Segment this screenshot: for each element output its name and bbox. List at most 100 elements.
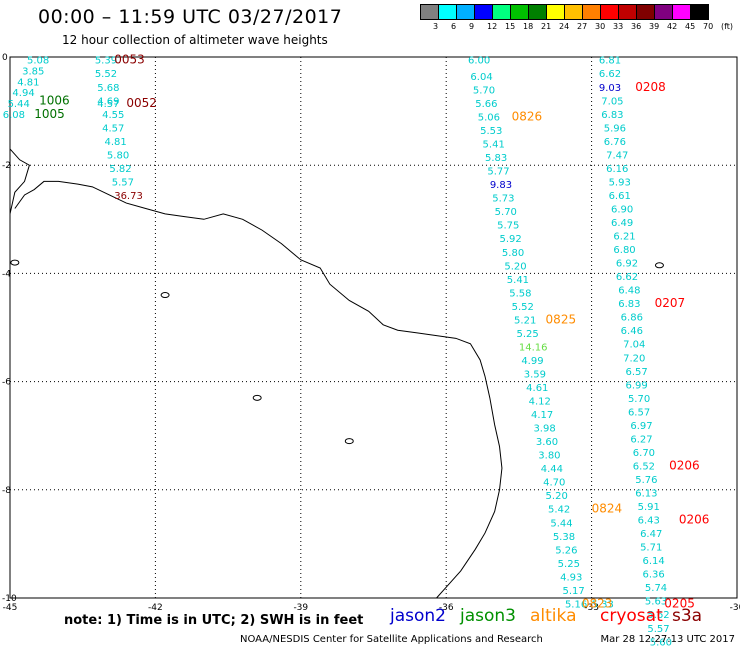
- wave-height-label: 5.70: [495, 207, 517, 218]
- lon-tick-label: -45: [3, 603, 18, 613]
- wave-height-label: 6.57: [626, 367, 648, 378]
- wave-height-label: 5.76: [635, 475, 657, 486]
- scale-value-label: 70: [703, 22, 714, 31]
- wave-height-label: 5.57: [112, 177, 134, 188]
- wave-height-label: 7.04: [623, 340, 645, 351]
- pass-time-label: 0207: [655, 296, 686, 310]
- wave-height-label: 6.46: [621, 326, 643, 337]
- pass-time-label: 1005: [34, 107, 65, 121]
- wave-height-label: 5.44: [550, 518, 572, 529]
- wave-height-label: 5.38: [553, 532, 575, 543]
- pass-time-label: 0826: [512, 110, 543, 124]
- wave-height-label: 5.68: [97, 83, 119, 94]
- wave-height-label: 7.47: [606, 150, 628, 161]
- scale-unit-label: (ft): [721, 22, 734, 31]
- wave-height-label: 5.93: [609, 177, 631, 188]
- scale-value-label: 6: [451, 22, 457, 31]
- wave-height-label: 5.21: [514, 315, 536, 326]
- axis-labels: -45 -42 -39 -36 -33 -30 0 -2 -4 -6 -8 -10: [2, 53, 740, 613]
- wave-height-label: 7.20: [623, 353, 645, 364]
- footer-credit: NOAA/NESDIS Center for Satellite Applica…: [240, 634, 543, 645]
- wave-height-label: 4.12: [529, 397, 551, 408]
- lat-tick-label: -4: [2, 269, 11, 279]
- wave-height-label: 4.81: [105, 137, 127, 148]
- island-outline: [160, 292, 170, 299]
- wave-height-label: 5.66: [475, 99, 497, 110]
- wave-height-label: 5.60: [650, 637, 672, 648]
- scale-value-label: 3: [433, 22, 439, 31]
- wave-height-label: 6.49: [611, 218, 633, 229]
- pass-time-label: 0205: [664, 596, 695, 610]
- legend-entry-jason3: jason3: [460, 606, 516, 626]
- wave-height-label: 4.57: [97, 99, 119, 110]
- wave-height-label: 6.04: [470, 72, 492, 83]
- wave-height-label: 5.62: [647, 610, 669, 621]
- scale-value-label: 9: [469, 22, 475, 31]
- lat-tick-label: -2: [2, 161, 11, 171]
- wave-height-label: 5.16: [565, 599, 587, 610]
- wave-height-label: 4.70: [543, 478, 565, 489]
- island-outline: [344, 438, 354, 445]
- footer-timestamp: Mar 28 12:27:13 UTC 2017: [600, 634, 736, 645]
- wave-height-label: 3.59: [524, 369, 546, 380]
- scale-value-label: 24: [559, 22, 570, 31]
- color-scale-labels: 3 6 9 12 15 18 21 24 27 30 33 36 39 42 45 70 (ft): [421, 22, 740, 34]
- lat-tick-label: -10: [2, 594, 17, 604]
- page-title: 00:00 – 11:59 UTC 03/27/2017: [38, 6, 343, 28]
- wave-height-label: 5.52: [512, 302, 534, 313]
- pass-time-label: 0206: [679, 513, 710, 527]
- wave-height-label: 3.80: [538, 451, 560, 462]
- wave-height-label: 6.81: [599, 56, 621, 67]
- wave-height-label: 6.14: [642, 556, 664, 567]
- wave-height-label: 5.70: [628, 394, 650, 405]
- wave-height-label: 6.83: [618, 299, 640, 310]
- wave-height-label: 6.08: [3, 110, 25, 121]
- wave-height-label: 5.96: [604, 123, 626, 134]
- wave-height-label: 5.73: [492, 194, 514, 205]
- legend-entry-altika: altika: [530, 606, 577, 626]
- wave-height-label: 6.16: [606, 164, 628, 175]
- wave-height-label: 5.75: [497, 221, 519, 232]
- lon-tick-label: -30: [730, 603, 740, 613]
- wave-height-label: 6.36: [642, 570, 664, 581]
- wave-height-label: 5.80: [107, 150, 129, 161]
- wave-height-label: 4.93: [560, 572, 582, 583]
- wave-height-label: 5.06: [478, 113, 500, 124]
- wave-height-label: 5.53: [480, 126, 502, 137]
- wave-height-label: 9.83: [490, 180, 512, 191]
- lat-tick-label: -6: [2, 378, 11, 388]
- wave-height-label: 5.25: [516, 329, 538, 340]
- wave-height-label: 9.03: [599, 83, 621, 94]
- scale-value-label: 21: [541, 22, 552, 31]
- wave-height-label: 6.47: [640, 529, 662, 540]
- wave-height-label: 5.25: [558, 559, 580, 570]
- pass-time-label: 0208: [635, 80, 666, 94]
- scale-value-label: 30: [595, 22, 606, 31]
- island-outline: [10, 259, 20, 266]
- lat-lon-grid: [9, 56, 738, 599]
- wave-height-label: 4.61: [526, 383, 548, 394]
- wave-height-label: 6.13: [635, 489, 657, 500]
- wave-height-label: 6.43: [638, 516, 660, 527]
- lat-tick-label: -8: [2, 486, 11, 496]
- wave-height-label: 6.99: [626, 380, 648, 391]
- pass-time-label: 0825: [546, 312, 577, 326]
- wave-height-label: 5.26: [555, 545, 577, 556]
- bay-outline: [9, 148, 30, 214]
- wave-height-label: 5.33: [592, 599, 614, 610]
- wave-height-label: 6.57: [628, 407, 650, 418]
- page-subtitle: 12 hour collection of altimeter wave hei…: [62, 33, 328, 47]
- legend-entry-s3a: s3a: [672, 606, 703, 626]
- wave-height-label: 36.73: [114, 191, 143, 202]
- pass-time-label: 0824: [592, 502, 623, 516]
- pass-time-label: 0052: [126, 96, 157, 110]
- map-frame: [9, 56, 738, 599]
- wave-height-label: 5.41: [507, 275, 529, 286]
- wave-height-label: 5.20: [504, 261, 526, 272]
- scale-value-label: 18: [523, 22, 534, 31]
- pass-time-label: 1006: [39, 93, 70, 107]
- wave-height-label: 5.92: [500, 234, 522, 245]
- scale-value-label: 12: [487, 22, 498, 31]
